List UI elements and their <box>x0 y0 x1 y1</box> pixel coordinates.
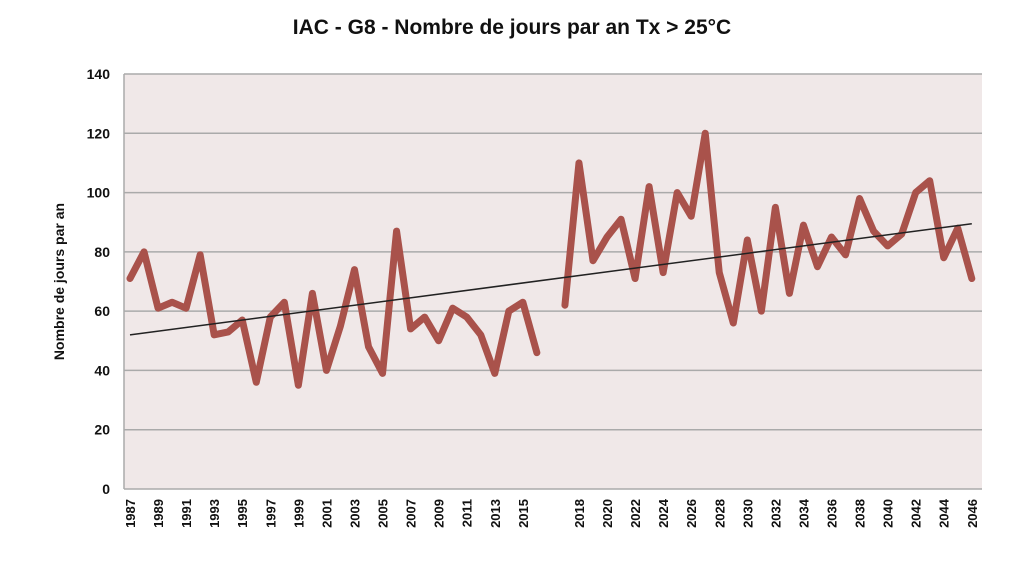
y-tick-label: 40 <box>94 362 110 378</box>
x-tick-label: 1991 <box>179 499 194 528</box>
y-tick-label: 120 <box>87 125 111 141</box>
x-tick-label: 2003 <box>347 499 362 528</box>
x-tick-label: 2026 <box>684 499 699 528</box>
series-line-observed <box>126 227 541 389</box>
y-tick-label: 60 <box>94 303 110 319</box>
x-tick-label: 1999 <box>291 499 306 528</box>
x-tick-label: 2018 <box>572 499 587 528</box>
x-tick-label: 2040 <box>881 499 896 528</box>
y-tick-label: 0 <box>102 481 110 497</box>
x-tick-label: 2028 <box>712 499 727 528</box>
x-tick-label: 2015 <box>516 499 531 528</box>
trend-line <box>129 222 972 336</box>
x-tick-label: 2046 <box>965 499 980 528</box>
x-tick-label: 1987 <box>123 499 138 528</box>
chart-title: IAC - G8 - Nombre de jours par an Tx > 2… <box>292 16 732 39</box>
x-tick-label: 2022 <box>628 499 643 528</box>
x-tick-label: 2011 <box>460 499 475 527</box>
plot-area <box>124 74 982 489</box>
x-tick-label: 2007 <box>404 499 419 528</box>
x-tick-label: 2032 <box>768 499 783 528</box>
y-axis-label: Nombre de jours par an <box>51 203 67 360</box>
x-tick-label: 2001 <box>319 499 334 528</box>
x-tick-label: 1993 <box>207 499 222 528</box>
x-tick-label: 2042 <box>909 499 924 528</box>
y-tick-label: 100 <box>87 185 111 201</box>
x-tick-label: 2009 <box>432 499 447 528</box>
x-tick-label: 2005 <box>376 499 391 528</box>
x-tick-label: 2034 <box>796 498 811 528</box>
y-tick-label: 20 <box>94 422 110 438</box>
y-tick-label: 140 <box>87 66 111 82</box>
x-tick-label: 2036 <box>825 499 840 528</box>
x-tick-label: 2030 <box>740 499 755 528</box>
x-tick-label: 1989 <box>151 499 166 528</box>
x-tick-label: 2020 <box>600 499 615 528</box>
x-tick-label: 2038 <box>853 499 868 528</box>
x-tick-label: 1995 <box>235 499 250 528</box>
x-tick-label: 2024 <box>656 498 671 528</box>
y-tick-label: 80 <box>94 244 110 260</box>
x-tick-label: 1997 <box>263 499 278 528</box>
x-tick-label: 2044 <box>937 498 952 528</box>
x-tick-label: 2013 <box>488 499 503 528</box>
